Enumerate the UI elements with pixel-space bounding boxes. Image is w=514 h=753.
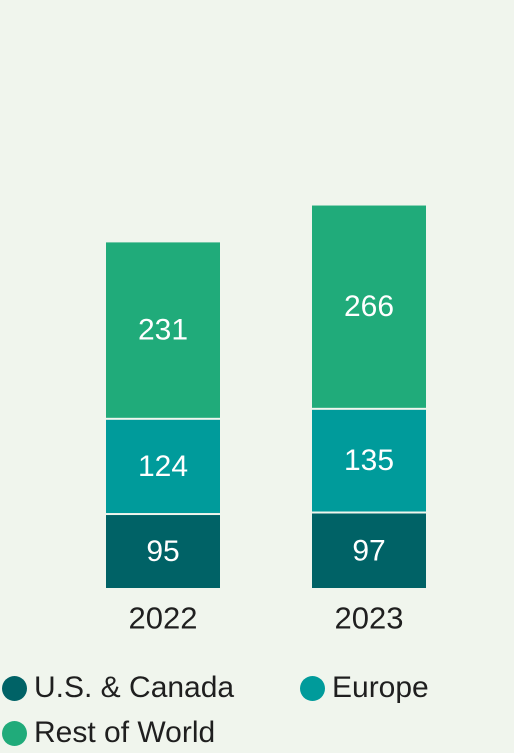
stacked-bar-chart: 95 124 231 2022 97 135 266 2023	[106, 205, 426, 636]
value-label-2023-rest-of-world: 266	[344, 290, 394, 323]
bar-2023-u-s-canada	[312, 513, 426, 588]
value-label-2022-rest-of-world: 231	[138, 314, 188, 347]
legend-swatch-us-canada	[2, 675, 27, 701]
legend-label-europe: Europe	[332, 671, 429, 704]
legend: U.S. & Canada Europe Rest of World	[0, 668, 514, 753]
value-label-2022-europe: 124	[138, 450, 188, 483]
bar-2022-rest-of-world	[106, 242, 220, 418]
legend-item-europe: Europe	[300, 670, 429, 706]
legend-swatch-europe	[300, 675, 325, 701]
bar-2022-u-s-canada	[106, 515, 220, 588]
bar-2023-europe	[312, 409, 426, 512]
legend-swatch-rest-of-world	[2, 720, 27, 746]
x-tick-label-2023: 2023	[335, 601, 404, 636]
bar-2022-europe	[106, 419, 220, 514]
legend-item-rest-of-world: Rest of World	[2, 715, 215, 751]
bar-2023-rest-of-world	[312, 205, 426, 408]
legend-label-us-canada: U.S. & Canada	[34, 671, 235, 704]
value-label-2023-europe: 135	[344, 444, 394, 477]
value-label-2022-u-s-canada: 95	[146, 535, 179, 568]
value-label-2023-u-s-canada: 97	[352, 534, 385, 567]
legend-label-rest-of-world: Rest of World	[34, 716, 216, 749]
legend-item-us-canada: U.S. & Canada	[2, 670, 234, 706]
x-tick-label-2022: 2022	[129, 601, 198, 636]
